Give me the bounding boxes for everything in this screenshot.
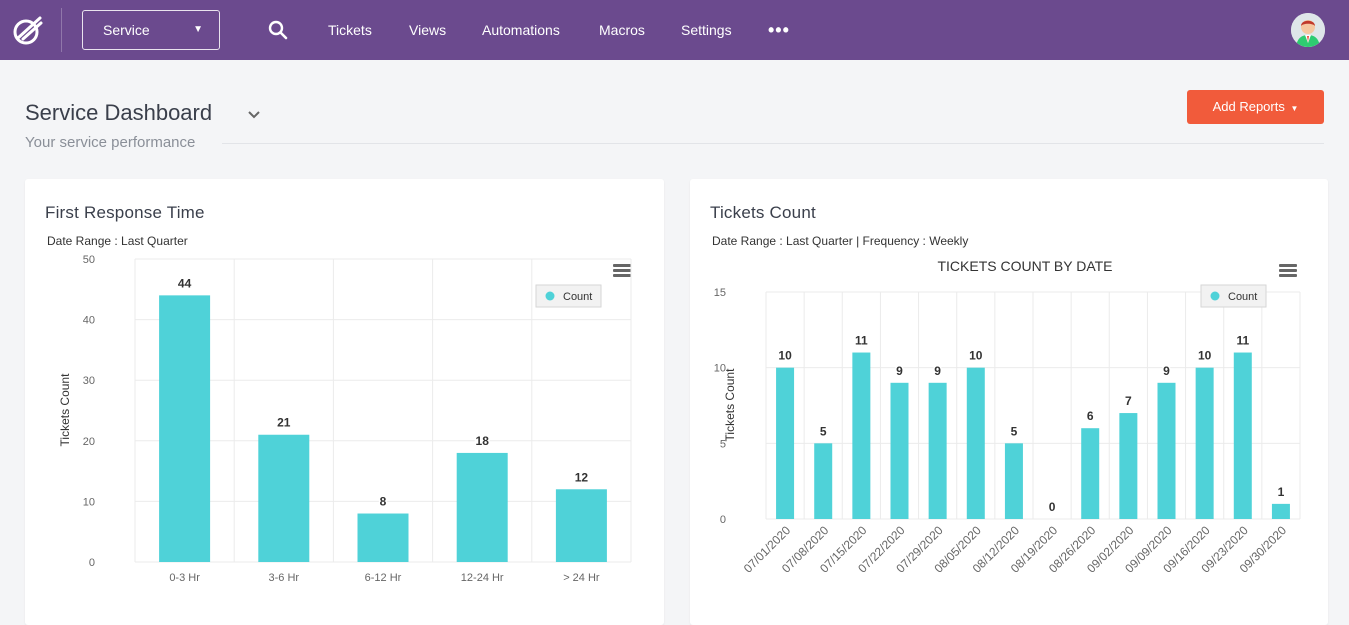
chart-bar [966,367,985,519]
data-label: 21 [277,416,291,430]
legend-box [1200,284,1267,308]
x-tick-label: > 24 Hr [563,572,600,584]
x-tick-label: 3-6 Hr [269,572,300,584]
tickets-count-card: Tickets Count Date Range : Last Quarter … [690,179,1328,625]
chart-bar [890,382,909,519]
card-date-range: Date Range : Last Quarter [47,234,188,248]
data-label: 12 [575,470,589,484]
nav-item-tickets[interactable]: Tickets [328,22,372,38]
legend-swatch [1210,291,1220,301]
add-reports-button[interactable]: Add Reports ▼ [1187,90,1324,124]
chart-bar [776,367,795,519]
workspace-select-value: Service [103,22,150,38]
data-label: 9 [1163,364,1170,378]
nav-item-macros[interactable]: Macros [599,22,645,38]
chart-bar [258,434,310,562]
y-tick-label: 20 [83,436,95,448]
chart-bar [852,352,871,519]
data-label: 10 [969,349,983,363]
nav-item-views[interactable]: Views [409,22,447,38]
y-tick-label: 10 [714,363,726,375]
data-label: 11 [855,334,868,348]
brand-logo-icon[interactable] [10,12,46,48]
logo-divider [61,8,62,52]
search-icon[interactable] [268,20,288,40]
data-label: 11 [1236,334,1249,348]
data-label: 6 [1087,409,1094,423]
y-tick-label: 30 [83,375,95,387]
user-avatar[interactable] [1291,13,1325,47]
legend-box [535,284,602,308]
chart-bar [1081,428,1100,519]
card-title: First Response Time [45,203,205,222]
header-divider [222,143,1324,144]
y-tick-label: 10 [83,496,95,508]
legend-swatch [545,291,555,301]
chart-bar [555,489,607,562]
data-label: 0 [1049,500,1056,514]
add-reports-label: Add Reports [1212,99,1285,114]
y-tick-label: 0 [89,557,95,569]
data-label: 10 [1198,349,1212,363]
chart-legend: Count [535,284,602,308]
chart-bar [1233,352,1252,519]
chart-bar [357,513,409,562]
data-label: 1 [1278,485,1285,499]
data-label: 5 [820,424,827,438]
y-tick-label: 0 [720,514,726,526]
data-label: 9 [934,364,941,378]
chart-bar [1119,413,1138,519]
chart-title: TICKETS COUNT BY DATE [937,258,1112,274]
data-label: 5 [1011,424,1018,438]
first-response-time-card: First Response Time Date Range : Last Qu… [25,179,664,625]
chart-bar [159,295,211,562]
y-tick-label: 5 [720,438,726,450]
y-axis-label: Tickets Count [58,373,72,447]
chart-bar [928,382,947,519]
x-tick-label: 6-12 Hr [365,572,402,584]
card-title: Tickets Count [710,203,816,222]
nav-item-automations[interactable]: Automations [482,22,560,38]
data-label: 10 [778,349,792,363]
chart-menu-icon[interactable] [1279,264,1297,278]
chart-bar [1271,503,1290,519]
workspace-select[interactable]: Service ▼ [82,10,220,50]
page-title: Service Dashboard [25,100,213,125]
nav-item-settings[interactable]: Settings [681,22,732,38]
chart-menu-icon[interactable] [613,264,631,278]
y-axis-label: Tickets Count [723,368,737,442]
y-tick-label: 50 [83,254,95,266]
chart-legend: Count [1200,284,1267,308]
chart-bar [1157,382,1176,519]
chevron-down-icon[interactable] [246,106,262,122]
card-date-range: Date Range : Last Quarter | Frequency : … [712,234,969,248]
chart-bar [814,443,833,519]
y-tick-label: 15 [714,287,726,299]
caret-down-icon: ▼ [1290,104,1299,113]
x-tick-label: 12-24 Hr [461,572,504,584]
chevron-down-icon: ▼ [193,24,203,35]
data-label: 7 [1125,394,1132,408]
data-label: 9 [896,364,903,378]
top-navigation-bar: Service ▼ Tickets Views Automations Macr… [0,0,1349,60]
data-label: 18 [476,434,490,448]
data-label: 8 [380,495,387,509]
legend-label: Count [1228,291,1257,303]
chart-bar [1004,443,1023,519]
chart-bar [1195,367,1214,519]
first-response-time-chart: 0 10 20 30 40 50 Tickets Count 44 0-3 Hr 21 3-6 Hr… [58,254,632,584]
data-label: 44 [178,276,192,290]
more-horizontal-icon[interactable]: ••• [768,20,790,40]
user-avatar-icon [1291,13,1325,47]
legend-label: Count [563,291,592,303]
x-tick-label: 0-3 Hr [169,572,200,584]
page-subtitle: Your service performance [25,134,196,151]
chart-bar [456,452,508,562]
y-tick-label: 40 [83,315,95,327]
